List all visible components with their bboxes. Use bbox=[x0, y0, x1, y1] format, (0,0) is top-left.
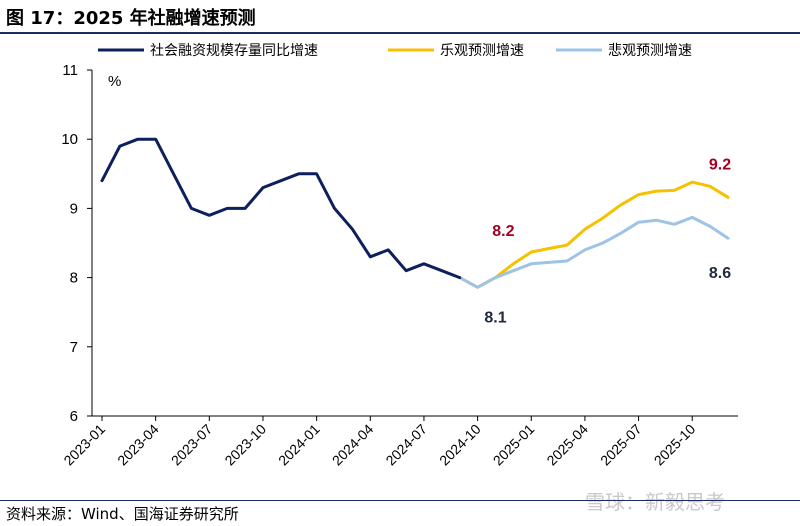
y-tick-label: 6 bbox=[70, 408, 78, 425]
chart-series bbox=[100, 137, 730, 289]
series-line-0 bbox=[100, 137, 462, 280]
x-tick-label: 2023-07 bbox=[168, 421, 216, 469]
x-tick-label: 2025-10 bbox=[651, 421, 699, 469]
watermark: 雪球：新毅思考 bbox=[585, 490, 725, 514]
data-label: 8.1 bbox=[484, 309, 506, 326]
series-line-2 bbox=[458, 215, 730, 289]
legend-label: 悲观预测增速 bbox=[608, 42, 692, 59]
x-tick-label: 2023-10 bbox=[221, 421, 269, 469]
title-rule bbox=[0, 32, 800, 34]
source-note: 资料来源：Wind、国海证券研究所 bbox=[6, 505, 239, 523]
series-line-1 bbox=[458, 180, 730, 289]
legend-label: 乐观预测增速 bbox=[440, 43, 524, 59]
data-label: 9.2 bbox=[709, 156, 731, 173]
y-tick-label: 7 bbox=[70, 339, 78, 356]
y-tick-label: 9 bbox=[70, 200, 78, 217]
x-tick-label: 2024-10 bbox=[436, 421, 484, 469]
x-tick-label: 2024-04 bbox=[329, 421, 377, 469]
data-label: 8.6 bbox=[709, 265, 731, 282]
data-label: 8.2 bbox=[492, 223, 514, 240]
x-tick-label: 2025-04 bbox=[543, 421, 591, 469]
chart-legend: 社会融资规模存量同比增速 乐观预测增速 悲观预测增速 bbox=[98, 42, 692, 59]
y-tick-label: 8 bbox=[70, 270, 78, 287]
x-tick-label: 2023-01 bbox=[60, 421, 108, 469]
y-tick-label: 11 bbox=[62, 62, 78, 79]
legend-label: 社会融资规模存量同比增速 bbox=[150, 43, 318, 59]
x-tick-label: 2024-01 bbox=[275, 421, 323, 469]
figure-title: 图 17：2025 年社融增速预测 bbox=[6, 8, 256, 29]
chart-data-labels: 8.2 9.2 8.1 8.6 bbox=[484, 156, 731, 326]
y-tick-label: 10 bbox=[61, 131, 78, 148]
source-rule bbox=[0, 500, 800, 501]
x-tick-label: 2025-01 bbox=[490, 421, 538, 469]
x-tick-label: 2023-04 bbox=[114, 421, 162, 469]
x-tick-label: 2024-07 bbox=[382, 421, 430, 469]
x-tick-label: 2025-07 bbox=[597, 421, 645, 469]
y-axis-unit: % bbox=[108, 73, 121, 90]
